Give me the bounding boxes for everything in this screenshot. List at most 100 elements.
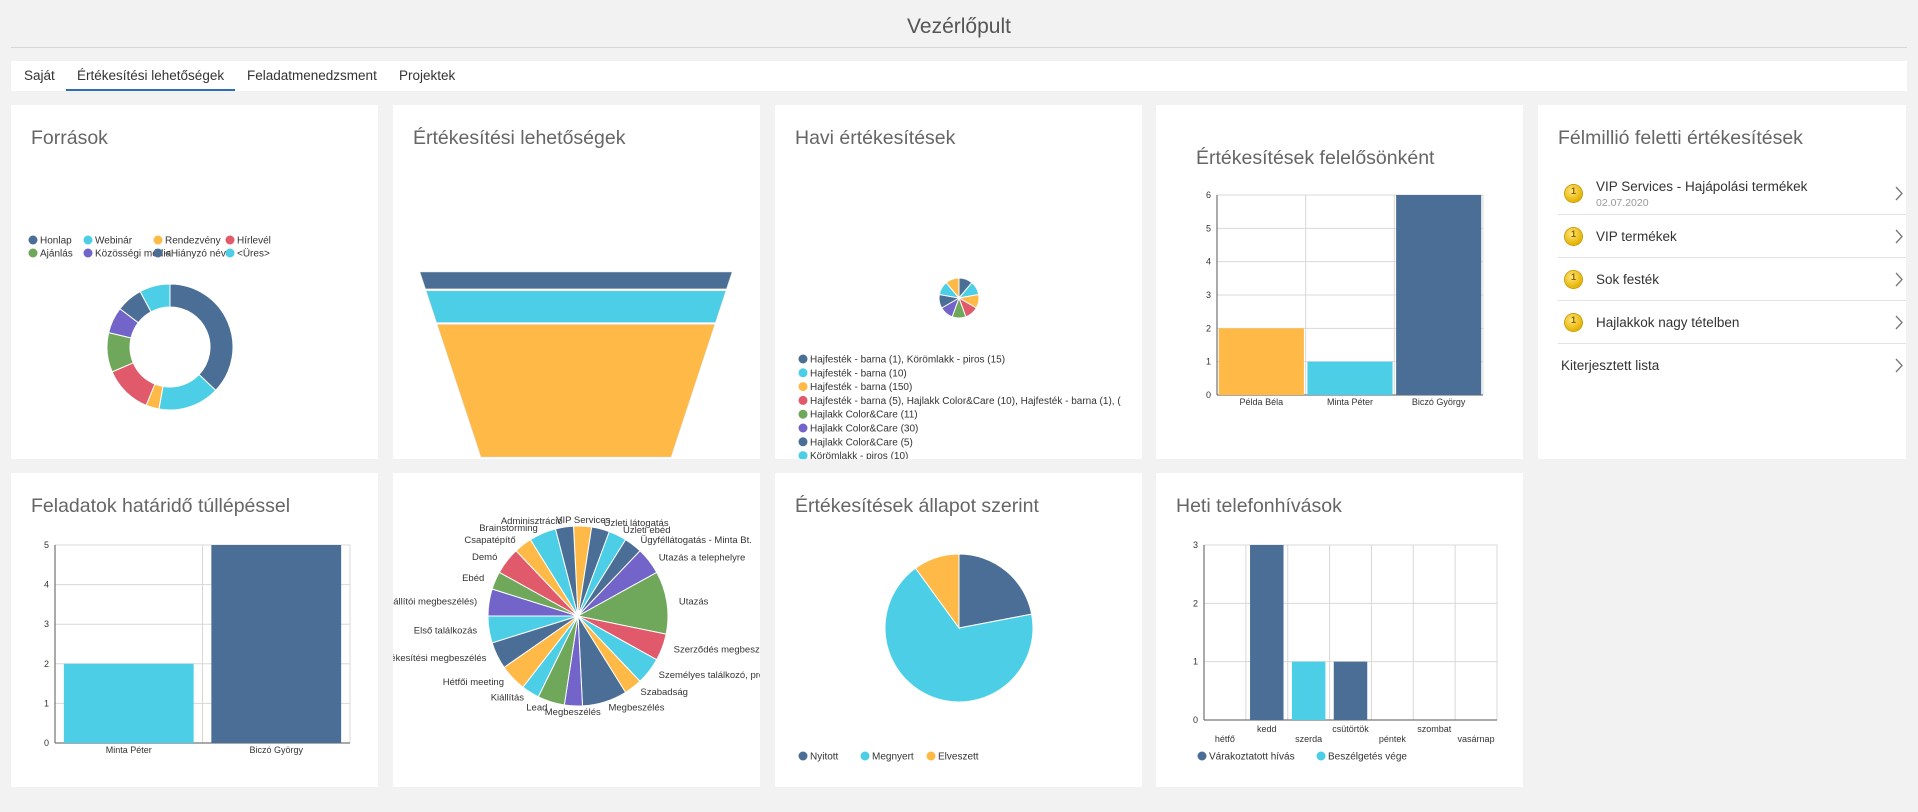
bar-minta-p-ter	[1307, 361, 1393, 395]
legend-marker	[83, 235, 93, 245]
card-hot-deals: Félmillió feletti értékesítések VIP Serv…	[1538, 105, 1906, 459]
legend-label: Hajlakk Color&Care (30)	[810, 424, 918, 435]
card-overdue-tasks: Feladatok határidő túllépéssel 0 1 2 3 4 5 Min…	[11, 473, 378, 787]
pie-slice-rekl-manyag-csomag-1-k-r-mlakk-piros-10-hajfest-k-barna-1-8	[945, 277, 960, 300]
legend-marker	[28, 235, 38, 245]
legend-label: Hajfesték - barna (10)	[810, 368, 907, 379]
monthly-chart: Hajfesték - barna (1), Körömlakk - piros…	[798, 277, 1121, 459]
legend-label: Honlap	[40, 236, 72, 247]
x-tick-label: Biczó György	[1412, 397, 1466, 407]
bar-p-lda-b-la	[1218, 328, 1304, 395]
slice-label: Utazás a telephelyre	[659, 552, 746, 563]
pie-slice-res-7	[139, 283, 171, 313]
card-title: Értékesítések felelősönként	[1196, 147, 1435, 169]
legend-label: Hírlevél	[237, 236, 271, 247]
tab-sajat[interactable]: Saját	[24, 68, 55, 83]
slice-label: Brainstorming	[479, 523, 538, 534]
y-tick-label: 4	[44, 580, 49, 590]
slice-label: Adminisztráció	[501, 516, 563, 527]
card-weekly-calls: Heti telefonhívások 0 1 2 3 hétfő kedd szerda c…	[1156, 473, 1523, 787]
slice-label: Kiállítás	[491, 692, 525, 703]
card-title: Értékesítési lehetőségek	[413, 127, 626, 149]
pie-slice-elveszett-2	[914, 553, 960, 630]
expanded-list-label: Kiterjesztett lista	[1561, 358, 1660, 373]
chevron-right-icon	[1895, 315, 1903, 330]
legend-label: Hajlakk Color&Care (11)	[810, 410, 918, 421]
chevron-right-icon	[1895, 358, 1903, 373]
x-tick-label: csütörtök	[1332, 724, 1369, 734]
pie-slice-megnyert-1	[884, 567, 1034, 703]
list-item[interactable]: VIP Services - Hajápolási termékek 02.07…	[1558, 172, 1906, 215]
slice-label: Hétfői meeting	[443, 677, 504, 688]
slice-label: VIP Services	[556, 515, 610, 526]
legend-marker	[1316, 751, 1326, 761]
tab-feladatmenedzsment[interactable]: Feladatmenedzsment	[247, 68, 377, 83]
card-activities: VIP Services Üzleti látogatás Üzleti ebéd Ü…	[393, 473, 760, 787]
item-label: VIP Services - Hajápolási termékek	[1596, 179, 1808, 194]
slice-label: Megbeszélés	[608, 703, 664, 714]
legend-marker	[225, 235, 235, 245]
slice-label: Szerződés megbeszélése	[674, 644, 760, 655]
y-tick-label: 0	[44, 738, 49, 748]
x-tick-label: hétfő	[1215, 734, 1235, 744]
slice-label: Első találkozás	[414, 625, 478, 636]
item-date: 02.07.2020	[1596, 197, 1649, 209]
item-label: VIP termékek	[1596, 229, 1677, 244]
bar-v-rakoztatott-h-v-s-cs-t-rt-k	[1333, 661, 1368, 720]
by-owner-chart: 0 1 2 3 4 5 6 Példa Béla Minta Péter Biczó György	[1206, 190, 1484, 407]
legend-label: Webinár	[95, 236, 133, 247]
y-tick-label: 3	[1206, 290, 1211, 300]
item-label: Hajlakkok nagy tételben	[1596, 315, 1740, 330]
card-title: Értékesítések állapot szerint	[795, 495, 1039, 517]
x-tick-label: Minta Péter	[106, 745, 152, 755]
slice-label: Szabadság	[640, 687, 688, 698]
card-title: Források	[31, 127, 108, 149]
slice-label: Demó	[472, 552, 497, 563]
list-item[interactable]: VIP termékek	[1558, 215, 1906, 258]
y-tick-label: 0	[1193, 715, 1198, 725]
legend-marker	[153, 248, 163, 258]
legend-marker	[798, 354, 808, 364]
slice-label: Üzleti ebéd	[623, 525, 671, 536]
list-item[interactable]: Hajlakkok nagy tételben	[1558, 301, 1906, 344]
legend-label: Ajánlás	[40, 249, 73, 260]
legend-marker	[798, 423, 808, 433]
card-title: Feladatok határidő túllépéssel	[31, 495, 291, 517]
pie-slice-utaz-s-5	[576, 571, 669, 635]
funnel-segment-lead	[419, 271, 733, 290]
legend-label: Beszélgetés vége	[1328, 752, 1407, 763]
tab-ertekesitesi-lehetosegek[interactable]: Értékesítési lehetőségek	[66, 61, 236, 91]
bar-bicz-gy-rgy	[1396, 195, 1482, 395]
legend-marker	[798, 382, 808, 392]
card-opportunities: Értékesítési lehetőségek LeadInformációs…	[393, 105, 760, 459]
expanded-list-link[interactable]: Kiterjesztett lista	[1558, 344, 1906, 387]
y-tick-label: 5	[44, 540, 49, 550]
legend-marker	[798, 395, 808, 405]
card-monthly: Havi értékesítések Hajfesték - barna (1)…	[775, 105, 1142, 459]
tab-projektek[interactable]: Projektek	[399, 68, 456, 83]
legend-marker	[798, 409, 808, 419]
hot-deals-list: VIP Services - Hajápolási termékek 02.07…	[1558, 172, 1906, 387]
card-status: Értékesítések állapot szerint Nyitott Meg…	[775, 473, 1142, 787]
legend-marker	[225, 248, 235, 258]
gold-coin-icon	[1565, 185, 1582, 202]
slice-label: Ebéd	[462, 573, 484, 584]
y-tick-label: 6	[1206, 190, 1211, 200]
slice-label: Megbeszélés	[545, 707, 601, 718]
bar-bicz-gy-rgy	[211, 545, 342, 743]
y-tick-label: 1	[44, 698, 49, 708]
pie-slice-adminisztr-ci-21	[554, 525, 579, 617]
card-title: Havi értékesítések	[795, 127, 956, 149]
y-tick-label: 2	[44, 659, 49, 669]
status-chart: Nyitott Megnyert Elveszett	[798, 553, 1034, 763]
legend-marker	[798, 751, 808, 761]
list-item[interactable]: Sok festék	[1558, 258, 1906, 301]
x-tick-label: Példa Béla	[1240, 397, 1284, 407]
legend-marker	[798, 437, 808, 447]
x-tick-label: szombat	[1417, 724, 1452, 734]
y-tick-label: 1	[1193, 657, 1198, 667]
slice-label: Személyes találkozó, prezentáció	[659, 670, 760, 681]
item-label: Sok festék	[1596, 272, 1660, 287]
legend-marker	[798, 368, 808, 378]
slice-label: Ügyféllátogatás - Minta Bt.	[640, 535, 751, 546]
